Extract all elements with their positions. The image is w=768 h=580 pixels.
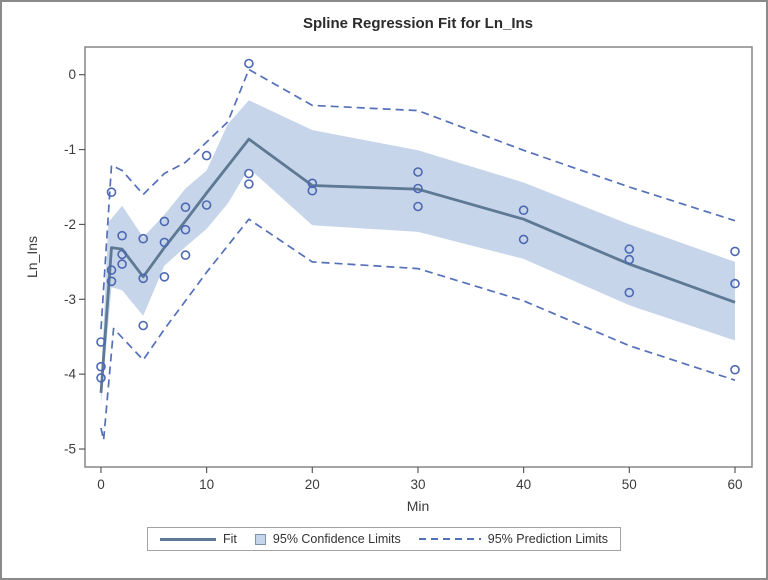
data-point — [96, 337, 106, 347]
data-point — [730, 364, 740, 375]
legend-confidence-swatch — [254, 533, 266, 545]
data-point — [307, 185, 318, 196]
chart-title: Spline Regression Fit for Ln_Ins — [302, 15, 534, 32]
data-point — [159, 271, 170, 282]
data-point — [96, 361, 106, 372]
data-point — [518, 205, 529, 215]
y-tick-label: -3 — [64, 292, 76, 307]
y-tick-label: -1 — [64, 142, 76, 157]
data-point — [624, 287, 635, 298]
legend-label: 95% Confidence Limits — [272, 532, 401, 546]
data-point — [413, 167, 423, 177]
data-point — [413, 201, 423, 212]
prediction-limit-lower — [100, 218, 736, 441]
data-point — [106, 187, 117, 197]
confidence-band — [101, 100, 735, 405]
data-point — [117, 259, 127, 269]
data-point — [106, 276, 117, 287]
x-tick-label: 0 — [97, 477, 105, 492]
x-tick-label: 50 — [622, 477, 637, 492]
data-point — [518, 234, 529, 245]
y-tick-label: 0 — [68, 67, 76, 82]
data-point — [180, 250, 191, 260]
legend-label: 95% Prediction Limits — [487, 532, 608, 546]
data-point — [624, 254, 635, 265]
data-point — [244, 179, 254, 189]
data-point — [244, 58, 254, 69]
legend-item: Fit — [160, 532, 237, 546]
legend-fit-line-swatch — [160, 537, 217, 541]
data-point — [730, 278, 740, 289]
x-tick-label: 10 — [199, 477, 214, 492]
data-point — [106, 265, 117, 275]
x-tick-label: 30 — [410, 477, 425, 492]
data-point — [180, 202, 191, 212]
legend-item: 95% Confidence Limits — [254, 532, 401, 546]
x-tick-label: 60 — [727, 477, 742, 492]
data-point — [96, 373, 106, 383]
data-point — [180, 224, 191, 235]
prediction-limit-upper — [100, 68, 736, 330]
data-point — [413, 183, 423, 194]
data-point — [244, 168, 254, 179]
x-axis-label: Min — [406, 498, 430, 514]
legend-item: 95% Prediction Limits — [418, 532, 608, 546]
data-point — [730, 246, 740, 257]
y-tick-label: -4 — [64, 367, 76, 382]
data-point — [117, 230, 127, 241]
data-point — [624, 244, 635, 254]
data-point — [117, 249, 127, 260]
data-point — [201, 150, 212, 161]
x-tick-label: 20 — [305, 477, 320, 492]
data-point — [159, 216, 170, 227]
data-point — [201, 200, 212, 210]
data-point — [138, 233, 148, 244]
data-point — [138, 273, 148, 284]
y-tick-label: -2 — [64, 217, 76, 232]
y-tick-label: -5 — [64, 442, 76, 457]
legend: Fit 95% Confidence Limits 95% Prediction L… — [147, 527, 621, 551]
legend-prediction-dash-swatch — [418, 538, 481, 540]
x-tick-label: 40 — [516, 477, 531, 492]
data-point — [138, 320, 148, 331]
legend-label: Fit — [223, 532, 237, 546]
data-point — [159, 237, 170, 248]
